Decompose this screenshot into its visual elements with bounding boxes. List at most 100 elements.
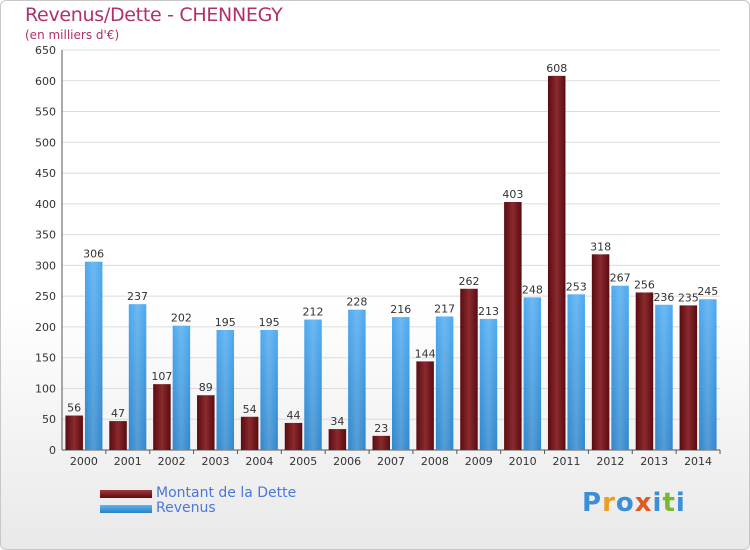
proxiti-logo: Proxiti [582, 488, 686, 518]
data-label-debt: 235 [678, 291, 699, 304]
y-tick-label: 600 [35, 75, 56, 88]
legend-label-revenue: Revenus [156, 500, 216, 516]
data-label-revenue: 213 [478, 305, 499, 318]
data-label-revenue: 253 [566, 280, 587, 293]
x-tick-label: 2001 [114, 455, 142, 468]
data-label-revenue: 237 [127, 290, 148, 303]
y-tick-label: 550 [35, 106, 56, 119]
bar-debt [547, 75, 566, 450]
data-label-debt: 144 [415, 347, 436, 360]
y-tick-label: 450 [35, 167, 56, 180]
bar-debt [65, 415, 83, 450]
data-label-debt: 256 [634, 278, 655, 291]
data-label-revenue: 236 [653, 291, 674, 304]
x-tick-label: 2004 [245, 455, 273, 468]
chart-title: Revenus/Dette - CHENNEGY [25, 4, 283, 26]
bar-debt [635, 292, 654, 450]
bar-revenue-highlight [172, 325, 191, 450]
bar-revenue-highlight [567, 294, 585, 450]
y-tick-label: 350 [35, 229, 56, 242]
data-label-revenue: 245 [697, 285, 718, 298]
bar-debt [109, 421, 127, 450]
data-label-revenue: 248 [522, 283, 543, 296]
bar-debt [460, 288, 478, 450]
data-label-revenue: 195 [259, 316, 280, 329]
bar-revenue-highlight [216, 330, 235, 450]
y-tick-label: 50 [42, 413, 56, 426]
bar-revenue-highlight [611, 285, 629, 450]
y-tick-label: 150 [35, 352, 56, 365]
data-label-revenue: 228 [346, 296, 367, 309]
data-label-revenue: 217 [434, 302, 455, 315]
data-label-debt: 56 [67, 402, 81, 415]
y-tick-label: 250 [35, 290, 56, 303]
data-label-revenue: 216 [390, 303, 411, 316]
x-tick-label: 2006 [333, 455, 361, 468]
y-tick-label: 300 [35, 259, 56, 272]
bar-revenue-highlight [348, 309, 366, 450]
y-tick-label: 400 [35, 198, 56, 211]
data-label-debt: 34 [330, 415, 344, 428]
bar-debt [284, 422, 303, 450]
x-tick-label: 2011 [552, 455, 580, 468]
logo-letter: t [662, 488, 676, 518]
bar-revenue-highlight [260, 330, 278, 450]
bar-debt [328, 429, 347, 450]
data-label-debt: 318 [590, 240, 611, 253]
bar-debt [591, 254, 610, 450]
x-tick-label: 2007 [377, 455, 405, 468]
logo-letter: o [615, 488, 635, 518]
y-tick-label: 200 [35, 321, 56, 334]
bar-debt [416, 361, 434, 450]
logo-letter: P [582, 488, 603, 518]
chart-subtitle: (en milliers d'€) [25, 28, 120, 42]
x-tick-label: 2002 [158, 455, 186, 468]
bar-debt [679, 305, 698, 450]
legend-swatch-debt [100, 490, 152, 498]
x-tick-label: 2000 [70, 455, 98, 468]
y-tick-label: 650 [35, 44, 56, 57]
y-tick-label: 0 [49, 444, 56, 457]
bar-revenue-highlight [128, 304, 147, 450]
bar-revenue-highlight [523, 297, 542, 450]
data-label-debt: 262 [458, 275, 479, 288]
legend-swatch-revenue [100, 505, 152, 513]
logo-letter: i [675, 488, 686, 518]
x-tick-label: 2003 [202, 455, 230, 468]
bar-debt [153, 384, 171, 450]
x-tick-label: 2013 [640, 455, 668, 468]
bar-revenue-highlight [699, 299, 717, 450]
bar-revenue-highlight [392, 317, 410, 450]
logo-letter: r [602, 488, 616, 518]
bar-debt [240, 416, 259, 450]
data-label-debt: 47 [111, 407, 125, 420]
data-label-debt: 403 [502, 188, 523, 201]
data-label-debt: 54 [243, 403, 257, 416]
data-label-revenue: 306 [83, 248, 104, 261]
data-label-debt: 44 [287, 409, 301, 422]
logo-letter: x [634, 488, 653, 518]
x-tick-label: 2010 [509, 455, 537, 468]
data-label-debt: 23 [374, 422, 388, 435]
x-tick-label: 2012 [596, 455, 624, 468]
bar-debt [504, 202, 522, 450]
data-label-debt: 608 [546, 62, 567, 75]
bar-revenue-highlight [479, 318, 498, 450]
data-label-revenue: 195 [215, 316, 236, 329]
bar-revenue-highlight [84, 261, 103, 450]
data-label-debt: 89 [199, 381, 213, 394]
logo-letter: i [652, 488, 663, 518]
bar-revenue-highlight [655, 304, 673, 450]
y-tick-label: 100 [35, 382, 56, 395]
data-label-revenue: 267 [610, 272, 631, 285]
bar-debt [372, 435, 390, 450]
bar-debt [197, 395, 215, 450]
x-tick-label: 2005 [289, 455, 317, 468]
x-tick-label: 2009 [465, 455, 493, 468]
x-tick-label: 2008 [421, 455, 449, 468]
y-tick-label: 500 [35, 136, 56, 149]
legend-label-debt: Montant de la Dette [156, 485, 297, 501]
data-label-debt: 107 [151, 370, 172, 383]
